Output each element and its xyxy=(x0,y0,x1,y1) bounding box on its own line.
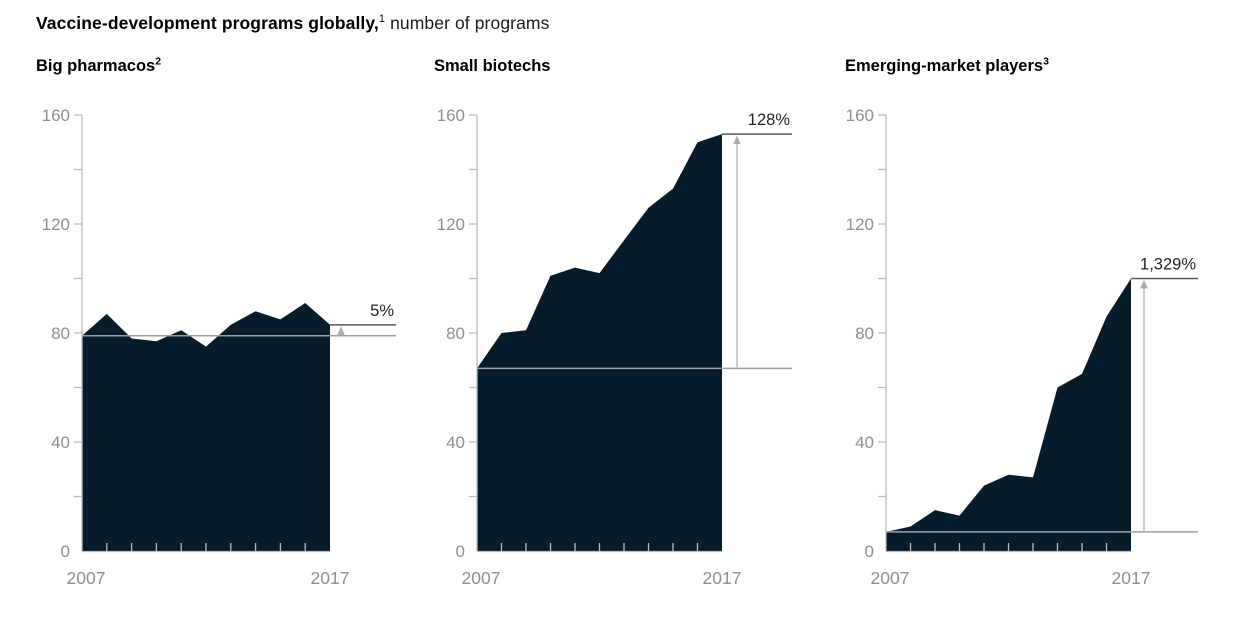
panel-title-small-biotechs: Small biotechs xyxy=(434,57,550,76)
panel-title-text: Emerging-market players xyxy=(845,57,1044,75)
y-tick-label: 80 xyxy=(51,324,70,343)
x-label-first-year: 2007 xyxy=(67,568,106,588)
exhibit-title-subtitle: number of programs xyxy=(385,13,550,33)
y-tick-label: 40 xyxy=(51,433,70,452)
y-tick-label: 120 xyxy=(42,215,70,234)
y-tick-label: 120 xyxy=(846,215,874,234)
exhibit-title: Vaccine-development programs globally,1 … xyxy=(36,13,549,34)
y-tick-label: 0 xyxy=(61,542,70,561)
y-tick-label: 40 xyxy=(446,433,465,452)
area-series xyxy=(477,134,722,551)
exhibit-title-bold: Vaccine-development programs globally, xyxy=(36,13,379,33)
change-arrow-head xyxy=(337,326,345,335)
chart-emerging-market-players: 160 120 80 40 0 2007 2017 1,329% xyxy=(846,106,1198,588)
y-tick-label: 40 xyxy=(855,433,874,452)
x-label-last-year: 2017 xyxy=(703,568,742,588)
panel-title-footnote-marker: 2 xyxy=(155,55,162,68)
percent-change-label: 1,329% xyxy=(1140,256,1196,274)
y-tick-label: 160 xyxy=(846,106,874,125)
y-tick-label: 160 xyxy=(42,106,70,125)
area-series xyxy=(886,278,1131,551)
change-arrow-head xyxy=(733,135,741,145)
panel-title-text: Big pharmacos xyxy=(36,57,156,75)
y-tick-label: 80 xyxy=(855,324,874,343)
x-label-last-year: 2017 xyxy=(1112,568,1151,588)
x-label-last-year: 2017 xyxy=(311,568,350,588)
chart-small-biotechs: 160 120 80 40 0 2007 2017 128% xyxy=(437,106,792,588)
panel-title-big-pharmacos: Big pharmacos2 xyxy=(36,55,162,76)
y-tick-label: 0 xyxy=(865,542,874,561)
percent-change-label: 128% xyxy=(748,111,791,129)
chart-big-pharmacos: 160 120 80 40 0 2007 2017 5% xyxy=(42,106,396,588)
x-label-first-year: 2007 xyxy=(871,568,910,588)
change-arrow-head xyxy=(1140,280,1148,289)
exhibit-title-footnote-marker: 1 xyxy=(378,13,386,26)
y-tick-label: 160 xyxy=(437,106,465,125)
panel-title-footnote-marker: 3 xyxy=(1043,55,1049,68)
y-tick-label: 0 xyxy=(456,542,465,561)
panel-title-emerging-market-players: Emerging-market players3 xyxy=(845,55,1049,76)
area-series xyxy=(82,303,330,551)
percent-change-label: 5% xyxy=(370,302,394,320)
y-tick-label: 120 xyxy=(437,215,465,234)
y-tick-label: 80 xyxy=(446,324,465,343)
x-label-first-year: 2007 xyxy=(462,568,501,588)
panel-title-text: Small biotechs xyxy=(434,57,551,75)
